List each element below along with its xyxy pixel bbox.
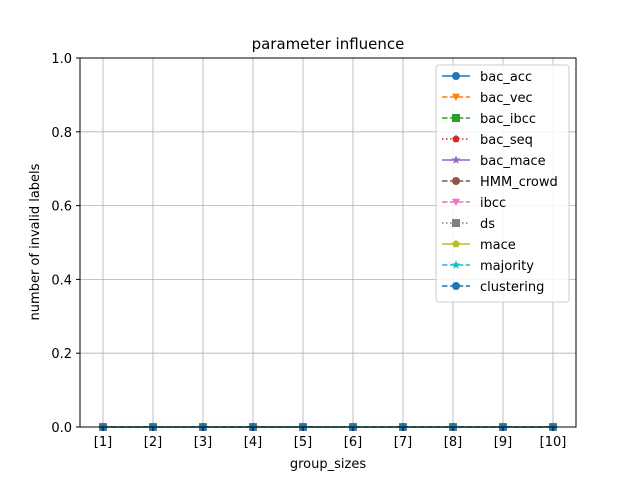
legend-marker-bac_acc — [452, 72, 460, 80]
x-tick-label: [3] — [194, 435, 212, 450]
y-tick-label: 0.0 — [51, 421, 72, 436]
legend-label: bac_seq — [480, 133, 533, 148]
y-tick-label: 0.8 — [51, 126, 72, 141]
legend-marker-HMM_crowd — [452, 177, 460, 185]
y-tick-label: 1.0 — [51, 52, 72, 67]
legend: bac_acc bac_vec bac_ibcc bac_seq bac_mace HMM… — [435, 64, 570, 303]
legend-label: HMM_crowd — [480, 175, 558, 190]
legend-marker-ibcc — [452, 198, 460, 206]
x-tick-label: [1] — [94, 435, 112, 450]
legend-marker-bac_vec — [452, 93, 460, 101]
legend-label: clustering — [480, 280, 544, 295]
y-tick-label: 0.4 — [51, 273, 72, 288]
legend-marker-majority — [451, 260, 461, 269]
y-tick-label: 0.6 — [51, 200, 72, 215]
x-tick-label: [2] — [144, 435, 162, 450]
legend-label: bac_acc — [480, 70, 532, 85]
x-axis-title: group_sizes — [290, 457, 366, 472]
x-tick-label: [10] — [540, 435, 567, 450]
y-tick-label: 0.2 — [51, 347, 72, 362]
x-tick-label: [5] — [294, 435, 312, 450]
x-tick-label: [8] — [444, 435, 462, 450]
x-tick-label: [9] — [494, 435, 512, 450]
plot-frame — [79, 57, 577, 428]
legend-label: mace — [480, 238, 516, 253]
y-axis-title: number of invalid labels — [28, 163, 43, 320]
legend-marker-clustering — [452, 282, 460, 290]
grid — [80, 58, 576, 427]
legend-marker-ds — [452, 219, 460, 227]
legend-marker-bac_ibcc — [452, 114, 460, 122]
chart-title: parameter influence — [252, 35, 405, 53]
legend-marker-bac_mace — [451, 155, 461, 164]
legend-label: bac_vec — [480, 91, 533, 106]
legend-marker-bac_seq — [452, 135, 460, 143]
x-tick-label: [7] — [394, 435, 412, 450]
x-tick-label: [4] — [244, 435, 262, 450]
x-tick-label: [6] — [344, 435, 362, 450]
legend-label: majority — [480, 259, 534, 274]
legend-label: bac_ibcc — [480, 112, 536, 127]
legend-marker-mace — [452, 240, 460, 248]
legend-label: bac_mace — [480, 154, 546, 169]
axes: 0.0 0.2 0.4 0.6 0.8 1.0 [1] [2] [3] [4] [5] [6] [7] [… — [51, 52, 566, 450]
legend-box — [435, 64, 570, 303]
legend-label: ds — [480, 217, 495, 232]
legend-label: ibcc — [480, 196, 506, 211]
